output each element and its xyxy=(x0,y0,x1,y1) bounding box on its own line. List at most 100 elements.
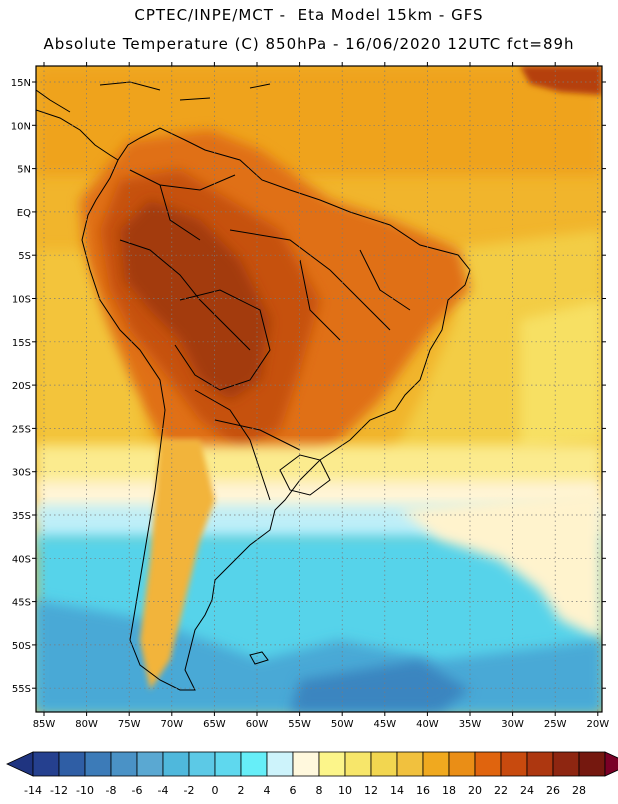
colorbar-swatch xyxy=(448,751,476,777)
island-falklands xyxy=(249,651,269,665)
colorbar-swatch xyxy=(32,751,60,777)
lat-label: 15N xyxy=(11,78,31,89)
colorbar-swatch xyxy=(578,751,606,777)
colorbar-tick-label: 14 xyxy=(390,784,404,797)
map-title-line1: CPTEC/INPE/MCT - Eta Model 15km - GFS xyxy=(134,6,484,24)
colorbar-swatch xyxy=(84,751,112,777)
colorbar-swatch xyxy=(214,751,242,777)
colorbar-swatch xyxy=(162,751,190,777)
border-brazil-states xyxy=(229,229,411,341)
map-title-line2: Absolute Temperature (C) 850hPa - 16/06/… xyxy=(43,35,575,53)
colorbar-tick-label: -6 xyxy=(132,784,143,797)
lat-label: 15S xyxy=(12,338,31,349)
lon-label: 65W xyxy=(203,719,226,730)
border-peru-brazil xyxy=(119,239,251,351)
colorbar-tick-label: 10 xyxy=(338,784,352,797)
colorbar-swatch xyxy=(110,751,138,777)
lon-label: 40W xyxy=(416,719,439,730)
colorbar-tick-label: -2 xyxy=(184,784,195,797)
lat-label: 25S xyxy=(12,424,31,435)
lon-label: 70W xyxy=(160,719,183,730)
colorbar-swatch xyxy=(396,751,424,777)
colorbar-tick-label: 0 xyxy=(212,784,219,797)
colorbar-tick-label: -12 xyxy=(50,784,68,797)
colorbar-tick-label: 22 xyxy=(494,784,508,797)
temperature-field xyxy=(36,66,602,712)
colorbar-swatch xyxy=(318,751,346,777)
border-uruguay xyxy=(279,454,331,496)
field-warm-tongue xyxy=(400,490,602,640)
colorbar-swatch xyxy=(474,751,502,777)
colorbar-swatch xyxy=(240,751,268,777)
field-atlantic-pale xyxy=(520,300,602,450)
lat-label: 30S xyxy=(12,468,31,479)
lat-label: 35S xyxy=(12,511,31,522)
colorbar: -14 -12 -10 -8 -6 -4 -2 0 2 4 6 8 10 12 14 16 18 20 22 24 26… xyxy=(6,751,618,797)
coastline-south-america xyxy=(81,127,471,691)
colorbar-tick-label: -8 xyxy=(106,784,117,797)
lat-label: 40S xyxy=(12,554,31,565)
colorbar-swatch xyxy=(58,751,86,777)
coastline-caribbean xyxy=(99,81,271,101)
colorbar-tick-label: 16 xyxy=(416,784,430,797)
colorbar-tick-label: 18 xyxy=(442,784,456,797)
lat-label: 10N xyxy=(11,121,31,132)
longitude-labels: 85W 80W 75W 70W 65W 60W 55W 50W 45W 40W 35W 30W 25W 2… xyxy=(33,719,610,730)
lat-label: 5S xyxy=(18,251,31,262)
colorbar-tick-label: 2 xyxy=(238,784,245,797)
map-frame xyxy=(35,65,603,713)
colorbar-over-arrow xyxy=(604,751,618,777)
lon-label: 35W xyxy=(459,719,482,730)
lon-label: 75W xyxy=(118,719,141,730)
lat-label: 20S xyxy=(12,381,31,392)
lat-label: 45S xyxy=(12,598,31,609)
lon-label: 45W xyxy=(373,719,396,730)
lat-label: 55S xyxy=(12,684,31,695)
coastlines xyxy=(36,81,471,691)
border-bolivia xyxy=(174,289,271,391)
colorbar-tick-label: -10 xyxy=(76,784,94,797)
colorbar-tick-label: 8 xyxy=(316,784,323,797)
colorbar-swatch xyxy=(500,751,528,777)
axis-ticks xyxy=(32,62,606,716)
colorbar-tick-label: 20 xyxy=(468,784,482,797)
colorbar-under-arrow xyxy=(6,751,34,777)
lon-label: 30W xyxy=(501,719,524,730)
field-pacific-yellow xyxy=(36,250,150,460)
colorbar-swatch xyxy=(370,751,398,777)
lon-label: 20W xyxy=(586,719,609,730)
colorbar-tick-label: 12 xyxy=(364,784,378,797)
lat-label: 10S xyxy=(12,295,31,306)
colorbar-tick-label: 24 xyxy=(520,784,534,797)
colorbar-tick-label: -14 xyxy=(24,784,42,797)
field-southern-blue xyxy=(36,600,602,712)
colorbar-tick-label: 28 xyxy=(572,784,586,797)
lat-label: 50S xyxy=(12,641,31,652)
colorbar-swatch xyxy=(552,751,580,777)
lon-label: 85W xyxy=(33,719,56,730)
colorbar-swatch xyxy=(526,751,554,777)
colorbar-tick-label: 4 xyxy=(264,784,271,797)
lon-label: 60W xyxy=(246,719,269,730)
colorbar-swatch xyxy=(136,751,164,777)
field-amazon-core xyxy=(120,200,270,400)
lon-label: 25W xyxy=(544,719,567,730)
colorbar-swatch xyxy=(422,751,450,777)
colorbar-swatch xyxy=(292,751,320,777)
border-colombia-venezuela xyxy=(129,169,236,241)
border-argentina xyxy=(194,389,301,501)
colorbar-swatch xyxy=(266,751,294,777)
colorbar-tick-label: -4 xyxy=(158,784,169,797)
field-andes-warm xyxy=(140,440,215,690)
coastline-central-america xyxy=(36,89,119,161)
lon-label: 55W xyxy=(288,719,311,730)
colorbar-swatch xyxy=(188,751,216,777)
lon-label: 50W xyxy=(331,719,354,730)
lon-label: 80W xyxy=(75,719,98,730)
lat-label: 5N xyxy=(17,165,31,176)
colorbar-tick-label: 6 xyxy=(290,784,297,797)
lat-label: EQ xyxy=(17,208,31,219)
latitude-labels: 15N 10N 5N EQ 5S 10S 15S 20S 25S 30S 35S 40S 45S 50S 5… xyxy=(11,78,31,695)
field-cold-core xyxy=(290,660,470,712)
